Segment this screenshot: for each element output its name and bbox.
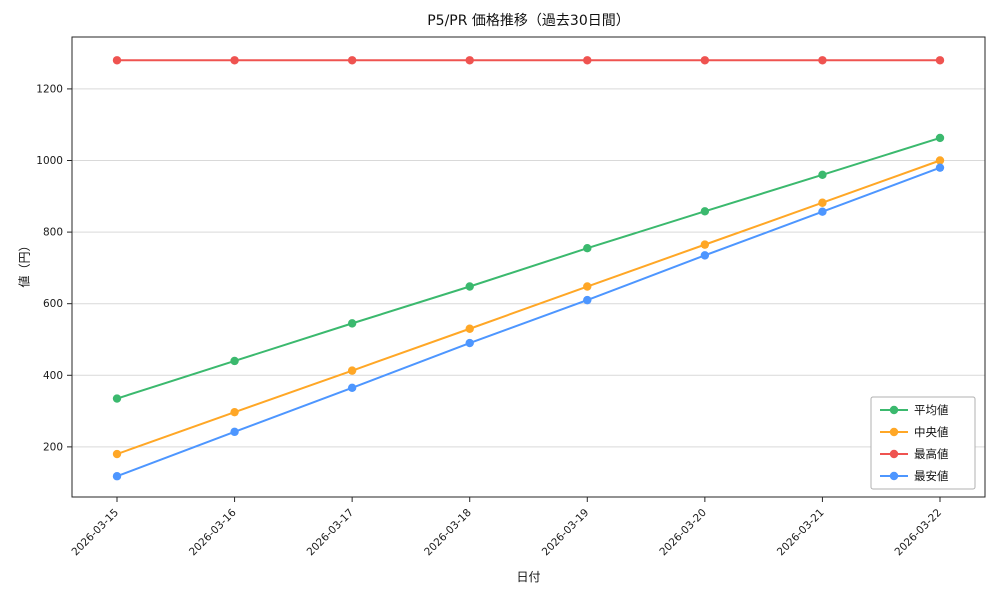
y-tick-label: 1200: [36, 83, 63, 95]
series-marker-最高値: [347, 56, 357, 65]
series-marker-最安値: [347, 383, 357, 393]
x-tick-label: 2026-03-15: [69, 507, 121, 559]
series-marker-最高値: [230, 56, 239, 65]
series-marker-最安値: [818, 207, 827, 216]
series-marker-中央値: [935, 156, 945, 165]
legend-label-最安値: 最安値: [914, 469, 949, 483]
series-marker-最高値: [112, 56, 122, 65]
series-marker-平均値: [230, 356, 239, 366]
series-marker-最安値: [935, 163, 945, 172]
y-tick-label: 800: [43, 227, 63, 239]
series-marker-平均値: [112, 394, 122, 403]
x-tick-label: 2026-03-18: [422, 507, 474, 559]
legend-marker-中央値: [889, 427, 899, 437]
chart-title: P5/PR 価格推移（過去30日間）: [427, 13, 630, 29]
series-marker-最高値: [818, 56, 827, 65]
legend-marker-平均値: [889, 405, 899, 415]
series-marker-最高値: [465, 56, 474, 65]
series-marker-平均値: [818, 170, 827, 180]
series-line-最安値: [116, 166, 941, 478]
series-line-平均値: [116, 136, 941, 400]
legend-box: [870, 396, 976, 490]
legend-label-最高値: 最高値: [914, 447, 949, 461]
series-marker-平均値: [347, 319, 357, 328]
x-tick-label: 2026-03-17: [305, 507, 357, 559]
series-marker-最高値: [700, 56, 710, 65]
series-line-中央値: [116, 159, 941, 455]
series-marker-中央値: [700, 240, 710, 249]
y-tick-label: 1000: [36, 155, 63, 167]
series-marker-最高値: [583, 56, 592, 65]
plot-border: [71, 36, 986, 498]
y-tick-label: 400: [43, 370, 63, 382]
series-marker-最安値: [583, 295, 592, 305]
series-marker-最安値: [465, 338, 474, 348]
legend-label-平均値: 平均値: [914, 403, 949, 417]
legend-label-中央値: 中央値: [914, 425, 949, 439]
series-marker-最安値: [230, 427, 239, 437]
series-marker-中央値: [230, 407, 239, 417]
series-marker-最安値: [700, 251, 710, 260]
x-tick-label: 2026-03-21: [775, 507, 827, 559]
x-tick-label: 2026-03-16: [187, 506, 239, 558]
y-tick-label: 200: [43, 441, 63, 453]
x-axis-label: 日付: [516, 570, 541, 584]
series-marker-平均値: [583, 244, 592, 253]
y-axis-label: 値（円）: [17, 239, 32, 288]
x-tick-label: 2026-03-19: [540, 507, 592, 559]
x-tick-label: 2026-03-22: [892, 507, 944, 559]
series-marker-中央値: [112, 449, 122, 459]
series-marker-平均値: [935, 133, 945, 143]
legend-marker-最安値: [889, 471, 899, 481]
series-marker-平均値: [700, 207, 710, 216]
x-tick-label: 2026-03-20: [657, 507, 709, 559]
y-tick-label: 600: [43, 298, 63, 310]
series-marker-最高値: [935, 56, 945, 65]
series-marker-平均値: [465, 282, 474, 291]
series-marker-中央値: [347, 366, 357, 375]
series-marker-中央値: [818, 198, 827, 207]
legend-marker-最高値: [889, 449, 899, 459]
series-marker-中央値: [583, 282, 592, 291]
series-marker-中央値: [465, 324, 474, 333]
series-marker-最安値: [112, 472, 122, 481]
